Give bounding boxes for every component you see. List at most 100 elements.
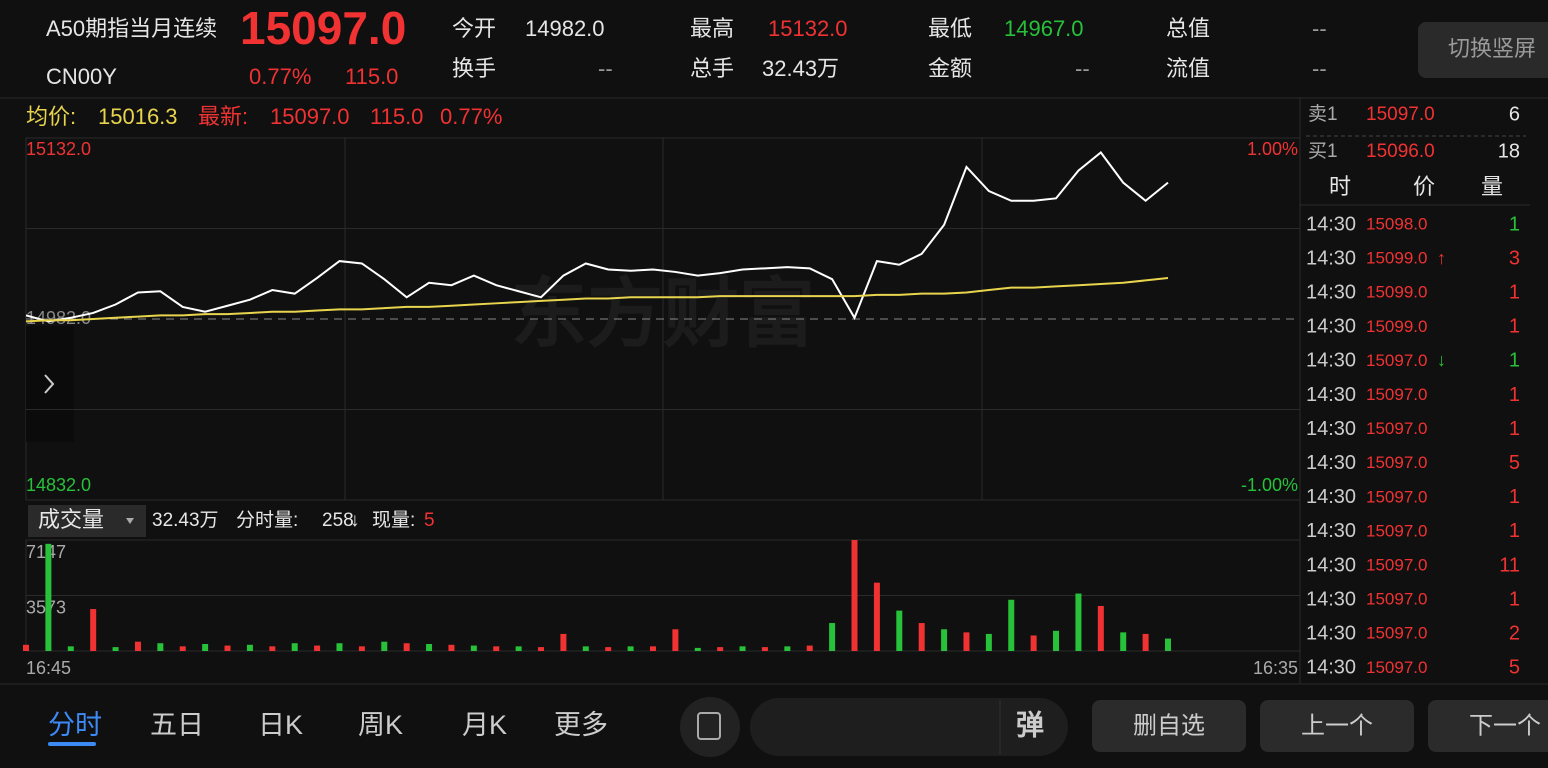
volume-bar (112, 647, 119, 651)
book-price: 15096.0 (1366, 141, 1435, 162)
column-header: 时 (1329, 174, 1351, 199)
tab[interactable]: 分时 (48, 710, 102, 740)
instrument-name: A50期指当月连续 (46, 16, 217, 41)
volume-bar (694, 647, 701, 651)
volume-bar (1097, 605, 1104, 651)
trade-price: 15099.0 (1366, 283, 1427, 302)
trade-price: 15099.0 (1366, 249, 1427, 268)
volume-bar (560, 633, 567, 651)
trade-time: 14:30 (1306, 316, 1356, 338)
latest-change-pct: 0.77% (440, 104, 502, 129)
tab[interactable]: 周K (358, 710, 403, 740)
field-label: 今开 (452, 16, 496, 41)
volume-bar (224, 645, 231, 651)
avg-value: 15016.3 (98, 104, 178, 129)
trade-volume: 1 (1509, 316, 1520, 338)
field-value: -- (1312, 56, 1327, 81)
tab[interactable]: 日K (258, 710, 303, 740)
y2-tick-label: 1.00% (1247, 139, 1298, 159)
book-volume: 18 (1498, 140, 1520, 162)
volume-bar (1075, 593, 1082, 651)
change-pct: 0.77% (249, 64, 311, 89)
volume-bar (761, 647, 768, 651)
note-button[interactable] (680, 697, 740, 757)
rotate-button[interactable] (1418, 22, 1548, 78)
volume-bar (470, 645, 477, 651)
tab[interactable]: 五日 (150, 710, 204, 740)
volume-bar (403, 643, 410, 651)
volume-bar (45, 543, 52, 651)
trade-volume: 1 (1509, 588, 1520, 610)
field-value: 14967.0 (1004, 16, 1084, 41)
action-button[interactable] (1260, 700, 1414, 752)
volume-selector[interactable] (28, 505, 146, 537)
danmaku-icon[interactable]: 弹 (1016, 709, 1044, 740)
tab[interactable]: 更多 (554, 710, 608, 740)
column-header: 价 (1413, 174, 1435, 199)
y-tick-label: 15132.0 (26, 139, 91, 159)
trade-volume: 1 (1509, 486, 1520, 508)
action-button-label[interactable]: 上一个 (1301, 712, 1373, 739)
trade-price: 15097.0 (1366, 658, 1427, 677)
trade-volume: 5 (1509, 657, 1520, 679)
volume-bar (941, 629, 948, 651)
volume-bar (448, 644, 455, 651)
field-value: -- (1075, 56, 1090, 81)
y2-tick-label: -1.00% (1241, 475, 1298, 495)
volume-bar (605, 647, 612, 651)
trade-price: 15097.0 (1366, 385, 1427, 404)
side-toggle-icon[interactable] (44, 374, 55, 394)
current-volume: 5 (424, 510, 435, 531)
side-toggle[interactable] (26, 326, 74, 442)
trade-time: 14:30 (1306, 657, 1356, 679)
trade-time: 14:30 (1306, 384, 1356, 406)
volume-bar (1142, 633, 1149, 651)
action-button-label[interactable]: 下一个 (1469, 712, 1541, 739)
volume-bar (829, 623, 836, 651)
field-label: 流值 (1166, 56, 1210, 81)
period-arrow: ↓ (350, 510, 360, 531)
trade-price: 15097.0 (1366, 487, 1427, 506)
trade-price: 15097.0 (1366, 590, 1427, 609)
trade-price: 15097.0 (1366, 555, 1427, 574)
comment-input[interactable] (750, 698, 1068, 756)
price-line (25, 276, 1169, 323)
field-label: 总手 (690, 56, 734, 81)
trade-price: 15097.0 (1366, 521, 1427, 540)
x-tick-label: 16:45 (26, 658, 71, 678)
action-button-label[interactable]: 删自选 (1133, 712, 1205, 739)
price-line (25, 151, 1169, 323)
volume-bar (806, 645, 813, 651)
volume-bar (739, 646, 746, 651)
field-label: 总值 (1166, 16, 1210, 41)
rotate-button-label[interactable]: 切换竖屏 (1448, 36, 1536, 61)
latest-label: 最新: (198, 104, 248, 129)
x-tick-label: 16:35 (1253, 658, 1298, 678)
action-button[interactable] (1092, 700, 1246, 752)
dropdown-icon[interactable] (126, 518, 134, 524)
field-label: 最低 (928, 16, 972, 41)
field-label: 最高 (690, 16, 734, 41)
volume-bar (246, 644, 253, 651)
action-button[interactable] (1428, 700, 1548, 752)
period-volume: 258 (322, 510, 354, 531)
volume-bar (358, 646, 365, 651)
trade-time: 14:30 (1306, 486, 1356, 508)
book-side: 买1 (1308, 141, 1338, 162)
latest-value: 15097.0 (270, 104, 350, 129)
trade-volume: 1 (1509, 350, 1520, 372)
trade-flag: ↑ (1437, 248, 1446, 268)
tab[interactable]: 月K (462, 710, 507, 740)
note-icon[interactable] (697, 712, 721, 740)
trade-time: 14:30 (1306, 588, 1356, 610)
book-side: 卖1 (1308, 103, 1338, 125)
instrument-code: CN00Y (46, 64, 117, 89)
volume-bar (918, 623, 925, 651)
trade-time: 14:30 (1306, 554, 1356, 576)
last-price: 15097.0 (240, 2, 406, 54)
volume-selector-label[interactable]: 成交量 (38, 507, 104, 532)
trade-volume: 1 (1509, 384, 1520, 406)
volume-bar (627, 646, 634, 651)
